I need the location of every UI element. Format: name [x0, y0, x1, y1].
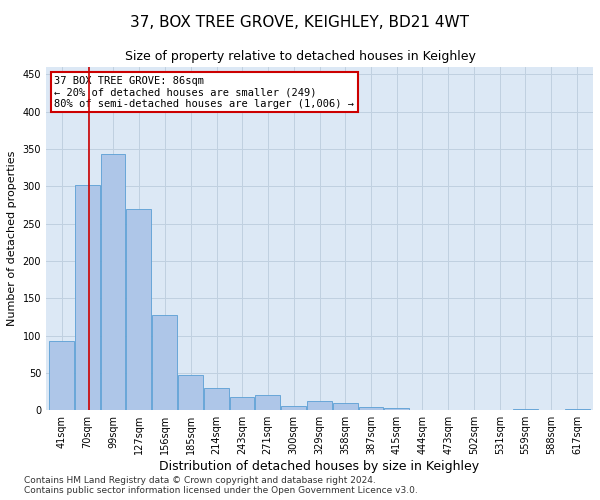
Text: 37, BOX TREE GROVE, KEIGHLEY, BD21 4WT: 37, BOX TREE GROVE, KEIGHLEY, BD21 4WT: [131, 15, 470, 30]
X-axis label: Distribution of detached houses by size in Keighley: Distribution of detached houses by size …: [160, 460, 479, 473]
Bar: [178, 375, 203, 410]
Bar: [513, 409, 538, 410]
Text: Size of property relative to detached houses in Keighley: Size of property relative to detached ho…: [125, 50, 475, 63]
Bar: [204, 388, 229, 410]
Bar: [255, 396, 280, 410]
Text: Contains HM Land Registry data © Crown copyright and database right 2024.
Contai: Contains HM Land Registry data © Crown c…: [24, 476, 418, 495]
Y-axis label: Number of detached properties: Number of detached properties: [7, 151, 17, 326]
Text: 37 BOX TREE GROVE: 86sqm
← 20% of detached houses are smaller (249)
80% of semi-: 37 BOX TREE GROVE: 86sqm ← 20% of detach…: [54, 76, 354, 108]
Bar: [101, 154, 125, 410]
Bar: [152, 314, 178, 410]
Bar: [307, 402, 332, 410]
Bar: [565, 409, 590, 410]
Bar: [75, 185, 100, 410]
Bar: [359, 406, 383, 410]
Bar: [333, 403, 358, 410]
Bar: [230, 397, 254, 410]
Bar: [384, 408, 409, 410]
Bar: [126, 209, 151, 410]
Bar: [49, 341, 74, 410]
Bar: [281, 406, 306, 410]
